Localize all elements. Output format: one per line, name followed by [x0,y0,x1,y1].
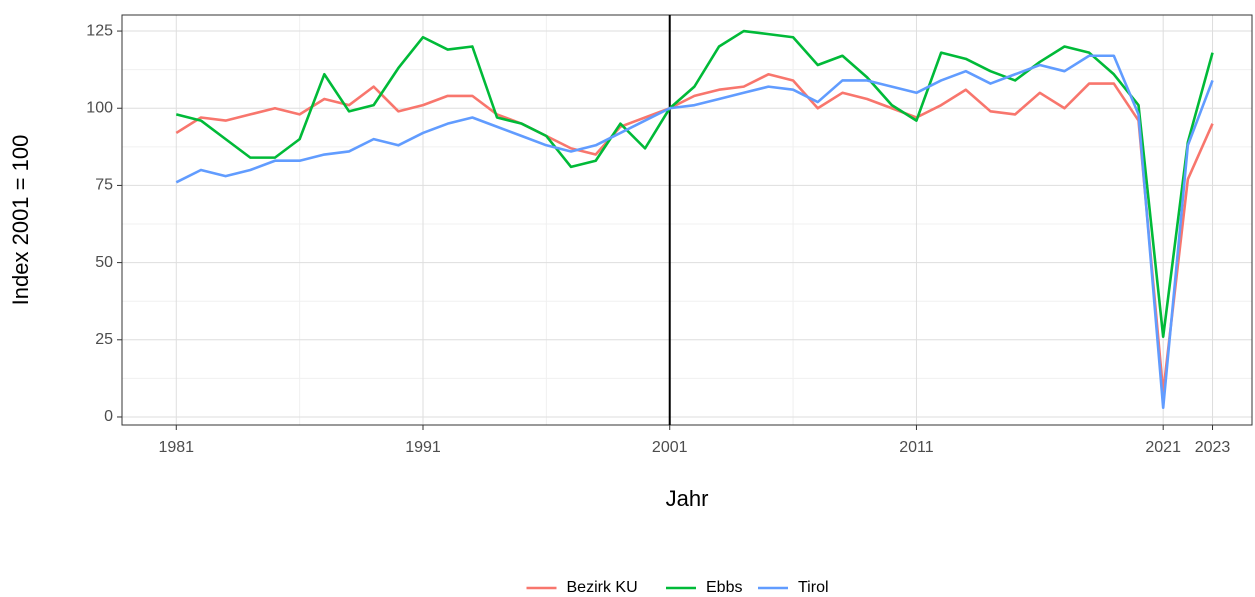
y-tick-label: 25 [95,331,113,348]
x-tick-label: 2023 [1195,439,1231,456]
x-tick-label: 1991 [405,439,441,456]
series-line [175,29,1214,339]
x-axis-title: Jahr [666,486,709,511]
panel-border [121,14,1253,426]
x-tick-label: 2021 [1145,439,1181,456]
series-line [175,54,1214,410]
y-tick-label: 125 [86,22,113,39]
y-tick-label: 75 [95,177,113,194]
legend-label: Tirol [798,579,829,596]
y-axis-title: Index 2001 = 100 [8,135,33,306]
legend-label: Bezirk KU [567,579,638,596]
y-tick-label: 50 [95,254,113,271]
legend-label: Ebbs [706,579,742,596]
y-tick-label: 100 [86,99,113,116]
x-tick-label: 1981 [158,439,194,456]
series-line [175,72,1214,394]
x-tick-label: 2001 [652,439,688,456]
x-tick-label: 2011 [899,439,934,456]
y-tick-label: 0 [104,408,113,425]
